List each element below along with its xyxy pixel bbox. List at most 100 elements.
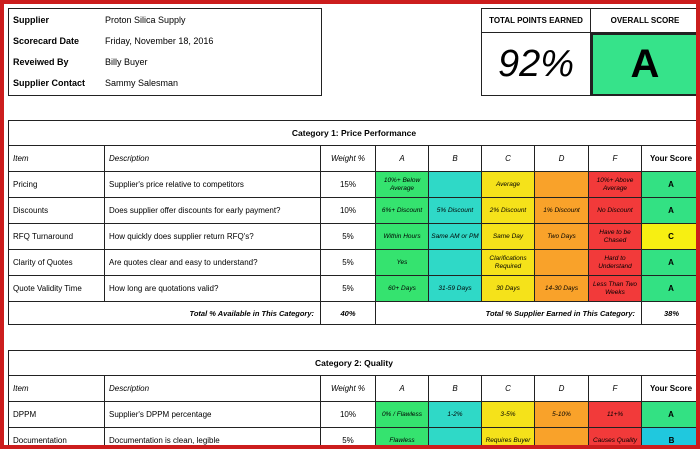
total-points-value: 92% [497,43,575,85]
grade-b-option: 31-59 Days [429,276,482,302]
column-header-f: F [589,146,642,172]
column-header-c: C [482,376,535,402]
your-score-cell[interactable]: B [642,428,696,445]
description-cell: How long are quotations valid? [105,276,321,302]
weight-cell[interactable]: 10% [321,198,376,224]
info-row-supplier: Supplier Proton Silica Supply [9,9,321,30]
info-value[interactable]: Proton Silica Supply [105,14,186,25]
column-header-your-score: Your Score [642,376,696,402]
grade-f-option: No Discount [589,198,642,224]
grade-f-option: Causes Quality [589,428,642,445]
grade-d-option: 1% Discount [535,198,589,224]
item-cell: Discounts [9,198,105,224]
column-header-f: F [589,376,642,402]
category-title: Category 1: Price Performance [9,121,696,146]
column-header-weight: Weight % [321,146,376,172]
grade-a-option: 0% / Flawless [376,402,429,428]
description-cell: Supplier's price relative to competitors [105,172,321,198]
column-header-item: Item [9,146,105,172]
grade-a-option: Within Hours [376,224,429,250]
grade-d-option [535,172,589,198]
overall-score-value: A [591,33,696,96]
grade-d-option: Two Days [535,224,589,250]
info-key: Supplier [13,14,50,25]
category-title: Category 2: Quality [9,351,696,376]
description-cell: Does supplier offer discounts for early … [105,198,321,224]
grade-f-option: Less Than Two Weeks [589,276,642,302]
grade-a-option: 10%+ Below Average [376,172,429,198]
weight-cell[interactable]: 5% [321,224,376,250]
grade-a-option: Yes [376,250,429,276]
info-value[interactable]: Sammy Salesman [105,77,179,88]
grade-c-option: 3-5% [482,402,535,428]
total-points-label: TOTAL POINTS EARNED [482,9,590,33]
category-1-table: Category 1: Price Performance Item Descr… [8,120,696,325]
grade-c-option: Same Day [482,224,535,250]
grade-d-option: 14-30 Days [535,276,589,302]
grade-c-option: 30 Days [482,276,535,302]
your-score-cell[interactable]: C [642,224,696,250]
column-header-your-score: Your Score [642,146,696,172]
info-row-contact: Supplier Contact Sammy Salesman [9,72,321,93]
info-key: Supplier Contact [13,77,86,88]
your-score-cell[interactable]: A [642,172,696,198]
grade-f-option: Have to be Chased [589,224,642,250]
column-header-d: D [535,376,589,402]
weight-cell[interactable]: 15% [321,172,376,198]
column-header-c: C [482,146,535,172]
info-value[interactable]: Friday, November 18, 2016 [105,35,214,46]
info-row-reviewer: Reveiwed By Billy Buyer [9,51,321,72]
info-value[interactable]: Billy Buyer [105,56,148,67]
total-points-box: TOTAL POINTS EARNED 92% [481,8,591,96]
total-earned-label: Total % Supplier Earned in This Category… [376,302,642,324]
info-row-date: Scorecard Date Friday, November 18, 2016 [9,30,321,51]
category-2-table: Category 2: Quality Item Description Wei… [8,350,696,445]
grade-f-option: Hard to Understand [589,250,642,276]
overall-score-label: OVERALL SCORE [591,9,696,33]
column-header-item: Item [9,376,105,402]
description-cell: Are quotes clear and easy to understand? [105,250,321,276]
grade-a-option: Flawless [376,428,429,445]
grade-f-option: 11+% [589,402,642,428]
grade-b-option [429,250,482,276]
grade-c-option: Clarifications Required [482,250,535,276]
column-header-description: Description [105,376,321,402]
weight-cell[interactable]: 5% [321,250,376,276]
grade-b-option [429,428,482,445]
info-key: Reveiwed By [13,56,69,67]
grade-c-option: Average [482,172,535,198]
grade-d-option: 5-10% [535,402,589,428]
overall-score-box: OVERALL SCORE A [590,8,696,96]
column-header-d: D [535,146,589,172]
column-header-a: A [376,376,429,402]
grade-a-option: 6%+ Discount [376,198,429,224]
your-score-cell[interactable]: A [642,198,696,224]
your-score-cell[interactable]: A [642,250,696,276]
weight-cell[interactable]: 10% [321,402,376,428]
your-score-cell[interactable]: A [642,402,696,428]
grade-f-option: 10%+ Above Average [589,172,642,198]
grade-c-option: Requires Buyer [482,428,535,445]
item-cell: Pricing [9,172,105,198]
weight-cell[interactable]: 5% [321,428,376,445]
grade-d-option [535,250,589,276]
grade-b-option: 5% Discount [429,198,482,224]
grade-a-option: 60+ Days [376,276,429,302]
total-available-value: 40% [321,302,376,324]
total-available-label: Total % Available in This Category: [9,302,321,324]
info-key: Scorecard Date [13,35,80,46]
item-cell: RFQ Turnaround [9,224,105,250]
item-cell: Clarity of Quotes [9,250,105,276]
total-earned-value: 38% [663,308,679,318]
item-cell: DPPM [9,402,105,428]
grade-c-option: 2% Discount [482,198,535,224]
weight-cell[interactable]: 5% [321,276,376,302]
column-header-description: Description [105,146,321,172]
column-header-weight: Weight % [321,376,376,402]
column-header-b: B [429,146,482,172]
your-score-cell[interactable]: A [642,276,696,302]
description-cell: Documentation is clean, legible [105,428,321,445]
grade-b-option: 1-2% [429,402,482,428]
column-header-a: A [376,146,429,172]
